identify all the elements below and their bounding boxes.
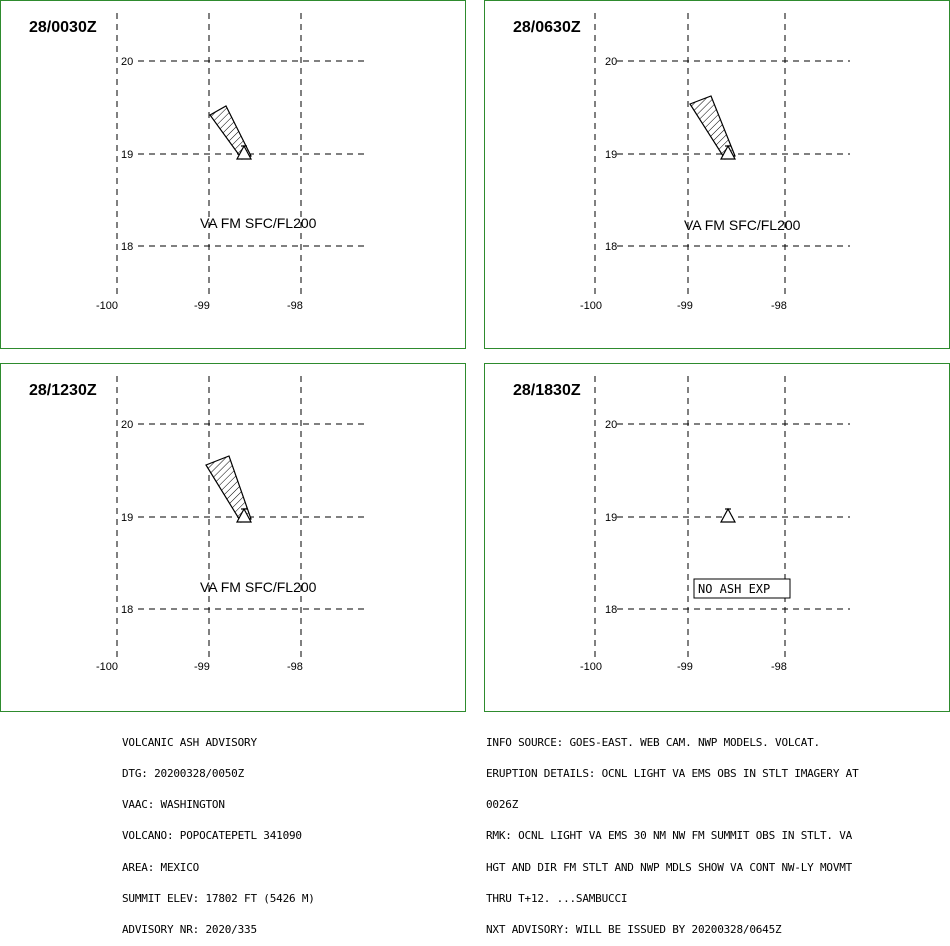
lon-tick-label: -98 — [771, 661, 787, 673]
advisory-line: NXT ADVISORY: WILL BE ISSUED BY 20200328… — [486, 923, 782, 937]
forecast-panel-3: 20 19 18 -100 -99 -98 VA FM SFC/FL200 28… — [0, 363, 466, 712]
lon-tick-label: -98 — [287, 300, 303, 312]
advisory-line: AREA: MEXICO — [122, 860, 200, 874]
ash-cloud-polygon — [689, 95, 736, 160]
volcano-icon — [235, 507, 253, 523]
lon-tick-label: -100 — [96, 300, 118, 312]
advisory-line: VOLCANIC ASH ADVISORY — [122, 735, 257, 749]
map-grid-3: 20 19 18 -100 -99 -98 VA FM SFC/FL200 — [96, 376, 366, 673]
forecast-panel-1: 20 19 18 -100 -99 -98 VA FM SFC/FL200 28… — [0, 0, 466, 349]
forecast-panel-2: 20 19 18 -100 -99 -98 VA FM SFC/FL200 28… — [484, 0, 950, 349]
advisory-line: HGT AND DIR FM STLT AND NWP MDLS SHOW VA… — [486, 860, 853, 874]
lat-tick-label: 18 — [605, 241, 617, 253]
lat-tick-label: 18 — [121, 604, 133, 616]
lat-tick-label: 19 — [121, 512, 133, 524]
advisory-line: DTG: 20200328/0050Z — [122, 767, 245, 781]
lon-tick-label: -99 — [677, 661, 693, 673]
panel-time: 28/1230Z — [29, 382, 97, 399]
ash-cloud-polygon — [205, 455, 252, 523]
ash-cloud-polygon — [209, 105, 252, 160]
ash-label: VA FM SFC/FL200 — [200, 579, 317, 595]
volcano-icon — [719, 144, 737, 160]
lat-tick-label: 20 — [605, 56, 617, 68]
lon-tick-label: -100 — [580, 300, 602, 312]
advisory-left: VOLCANIC ASH ADVISORY DTG: 20200328/0050… — [122, 717, 315, 946]
advisory-line: RMK: OCNL LIGHT VA EMS 30 NM NW FM SUMMI… — [486, 829, 853, 843]
lon-tick-label: -100 — [96, 661, 118, 673]
panel-time: 28/0630Z — [513, 19, 581, 36]
advisory-line: ADVISORY NR: 2020/335 — [122, 923, 257, 937]
ash-label: VA FM SFC/FL200 — [684, 217, 801, 233]
volcano-icon — [235, 144, 253, 160]
lat-tick-label: 20 — [121, 419, 133, 431]
lon-tick-label: -99 — [677, 300, 693, 312]
lat-tick-label: 18 — [121, 241, 133, 253]
lat-tick-label: 19 — [121, 149, 133, 161]
lon-tick-label: -98 — [771, 300, 787, 312]
lat-tick-label: 18 — [605, 604, 617, 616]
lon-tick-label: -98 — [287, 661, 303, 673]
lat-tick-label: 20 — [121, 56, 133, 68]
advisory-line: 0026Z — [486, 798, 519, 812]
lat-tick-label: 20 — [605, 419, 617, 431]
panel-time: 28/0030Z — [29, 19, 97, 36]
lon-tick-label: -99 — [194, 300, 210, 312]
advisory-line: THRU T+12. ...SAMBUCCI — [486, 891, 628, 905]
lat-tick-label: 19 — [605, 149, 617, 161]
advisory-line: SUMMIT ELEV: 17802 FT (5426 M) — [122, 891, 315, 905]
ash-label: NO ASH EXP — [698, 582, 770, 596]
advisory-line: VAAC: WASHINGTON — [122, 798, 225, 812]
advisory-line: VOLCANO: POPOCATEPETL 341090 — [122, 829, 302, 843]
advisory-line: INFO SOURCE: GOES-EAST. WEB CAM. NWP MOD… — [486, 735, 820, 749]
lon-tick-label: -99 — [194, 661, 210, 673]
panel-time: 28/1830Z — [513, 382, 581, 399]
volcano-icon — [719, 507, 737, 523]
advisory-right: INFO SOURCE: GOES-EAST. WEB CAM. NWP MOD… — [486, 717, 859, 946]
lon-tick-label: -100 — [580, 661, 602, 673]
forecast-panel-4: 20 19 18 -100 -99 -98 NO ASH EXP 28/1830… — [484, 363, 950, 712]
map-grid-4: 20 19 18 -100 -99 -98 NO ASH EXP — [580, 376, 850, 673]
advisory-line: ERUPTION DETAILS: OCNL LIGHT VA EMS OBS … — [486, 767, 859, 781]
no-ash-box — [693, 578, 791, 599]
map-grid-2: 20 19 18 -100 -99 -98 VA FM SFC/FL200 — [580, 13, 850, 312]
ash-label: VA FM SFC/FL200 — [200, 215, 317, 231]
lat-tick-label: 19 — [605, 512, 617, 524]
map-grid-1: 20 19 18 -100 -99 -98 VA FM SFC/FL200 — [96, 13, 366, 312]
